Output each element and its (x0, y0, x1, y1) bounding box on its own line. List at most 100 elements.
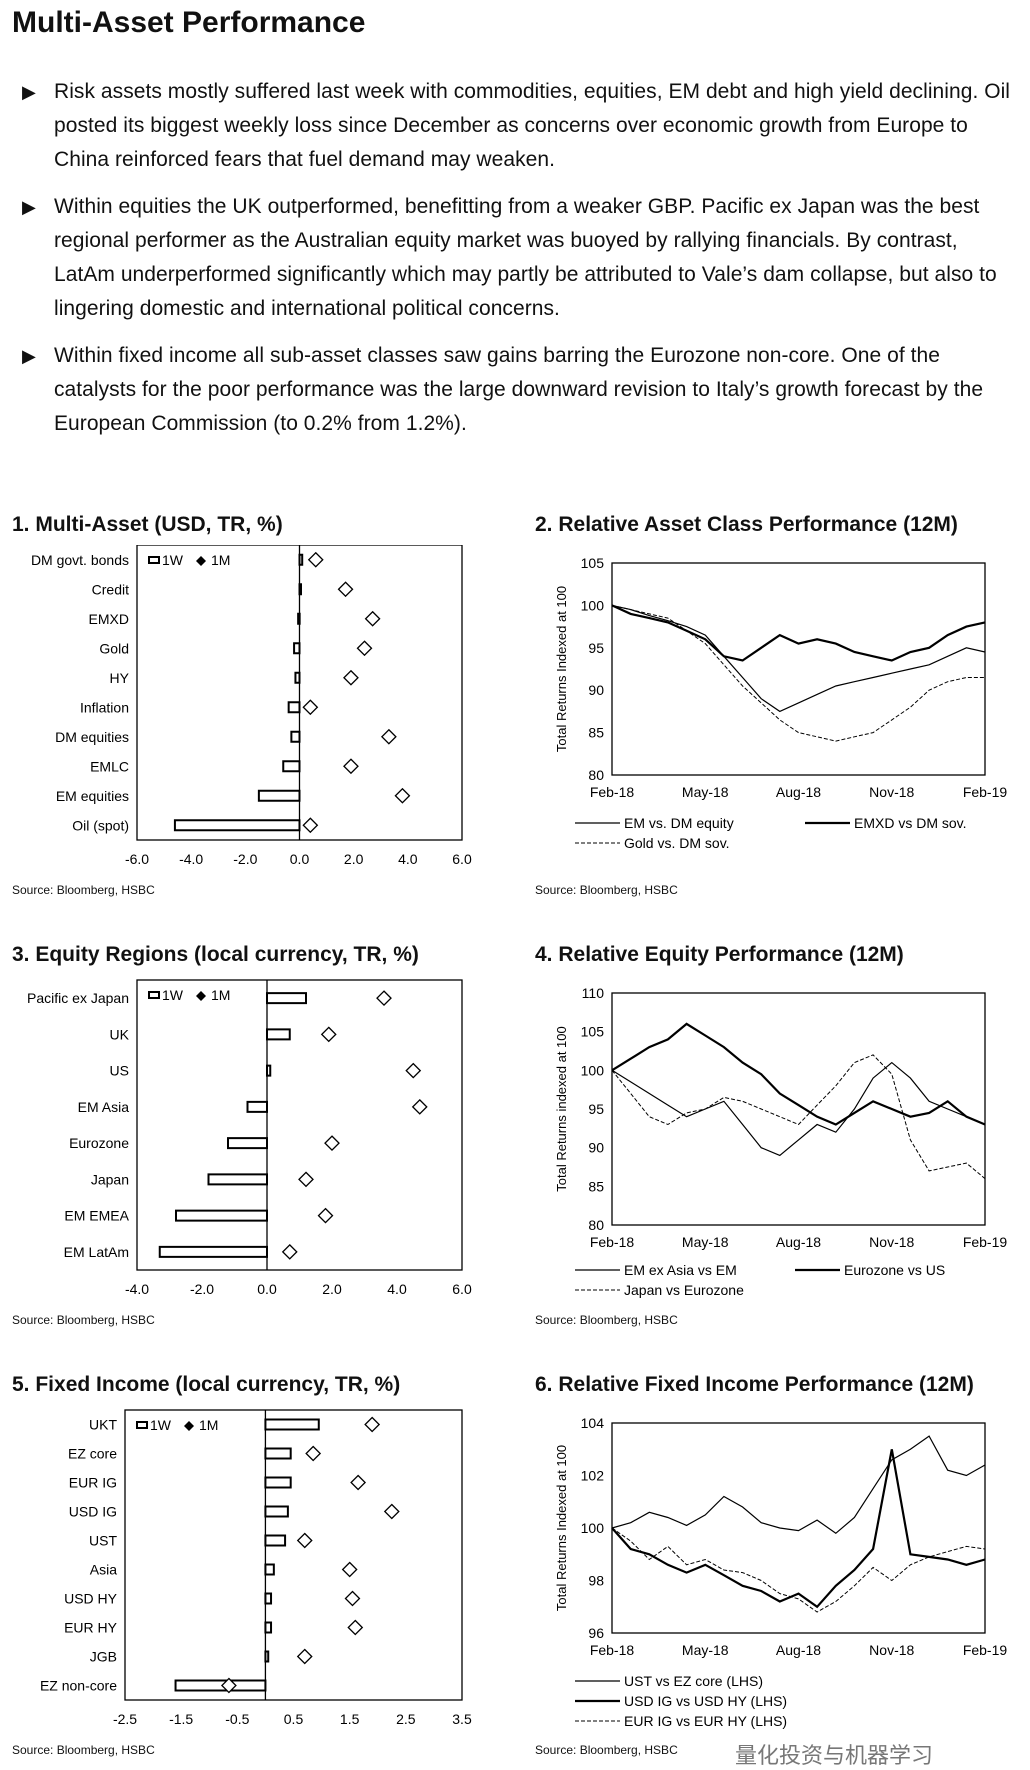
marker-1m (343, 669, 359, 686)
chart-4-title: 4. Relative Equity Performance (12M) (535, 943, 904, 966)
y-tick-label: 95 (588, 1101, 604, 1117)
bar-1w (246, 1100, 268, 1113)
series-line (611, 1054, 986, 1179)
plot-frame (611, 992, 986, 1226)
category-label: DM govt. bonds (31, 552, 129, 568)
chart-5-source: Source: Bloomberg, HSBC (12, 1743, 155, 1757)
bar-1w (290, 730, 301, 743)
legend-label: EMXD vs DM sov. (854, 815, 967, 831)
y-tick-label: 100 (581, 1062, 605, 1078)
marker-1m (296, 1648, 313, 1665)
y-tick-label: 95 (588, 640, 604, 656)
bar-1w (227, 1137, 268, 1150)
bar-1w (264, 1534, 287, 1547)
legend-1w-swatch (148, 556, 160, 564)
chart-2-title: 2. Relative Asset Class Performance (12M… (535, 513, 958, 536)
x-tick-label: Feb-18 (590, 784, 635, 800)
category-label: JGB (90, 1649, 117, 1665)
category-label: Gold (99, 640, 129, 656)
category-label: US (110, 1063, 129, 1079)
triangle-bullet-icon: ▶ (22, 82, 36, 102)
x-tick-label: Aug-18 (776, 1642, 821, 1658)
marker-1m (376, 990, 392, 1007)
x-tick-label: Feb-19 (963, 1234, 1008, 1250)
chart-4-source: Source: Bloomberg, HSBC (535, 1313, 678, 1327)
y-tick-label: 110 (582, 985, 605, 1001)
legend-label: USD IG vs USD HY (LHS) (624, 1693, 787, 1709)
page-title: Multi-Asset Performance (12, 6, 366, 39)
category-label: EZ non-core (40, 1678, 117, 1694)
legend-1m-marker (196, 991, 206, 1001)
x-tick-label: Feb-19 (963, 1642, 1008, 1658)
x-tick-label: 2.0 (322, 1281, 342, 1297)
chart-5-fixed-income: UKT EZ core EUR IG USD IG UST Asia USD HY EUR H… (40, 1409, 472, 1727)
bullet-text: Within fixed income all sub-asset classe… (54, 344, 984, 435)
x-tick-label: -0.5 (225, 1711, 249, 1727)
bar-1w (264, 1621, 273, 1634)
x-tick-label: Nov-18 (869, 1234, 914, 1250)
y-tick-label: 90 (588, 682, 604, 698)
y-axis-label: Total Returns Indexed at 100 (554, 586, 569, 752)
marker-1m (350, 1474, 367, 1491)
chart-6-source: Source: Bloomberg, HSBC (535, 1743, 678, 1757)
category-label: EMLC (90, 758, 129, 774)
bar-1w (173, 819, 301, 832)
y-tick-label: 96 (588, 1625, 604, 1641)
bullet-item: ▶ Within equities the UK outperformed, b… (22, 190, 1012, 326)
marker-1m (220, 1677, 237, 1694)
x-tick-label: -2.0 (233, 851, 257, 867)
marker-1m (405, 1062, 422, 1079)
bar-1w (264, 1476, 292, 1489)
y-tick-label: 80 (588, 767, 604, 783)
legend-label: Eurozone vs US (844, 1262, 945, 1278)
category-label: Japan (91, 1171, 129, 1187)
marker-1m (356, 640, 373, 657)
category-label: DM equities (55, 729, 129, 745)
x-tick-label: May-18 (682, 784, 729, 800)
x-tick-label: -4.0 (125, 1281, 149, 1297)
legend-1w-label: 1W (162, 987, 184, 1003)
y-tick-label: 80 (588, 1217, 604, 1233)
marker-1m (320, 1026, 337, 1043)
y-tick-label: 100 (581, 1520, 605, 1536)
series-line (611, 1449, 986, 1609)
marker-1m (364, 1416, 381, 1433)
category-label: EZ core (68, 1446, 117, 1462)
plot-frame (124, 1409, 463, 1701)
x-tick-label: May-18 (682, 1234, 729, 1250)
marker-1m (317, 1207, 334, 1224)
x-tick-label: May-18 (682, 1642, 729, 1658)
category-label: EM LatAm (64, 1244, 129, 1260)
x-tick-label: Aug-18 (776, 1234, 821, 1250)
marker-1m (341, 1561, 358, 1578)
bar-1w (264, 1592, 273, 1605)
legend-1w-swatch (148, 991, 160, 999)
series-line (611, 604, 985, 742)
plot-frame (611, 562, 986, 776)
legend-1m-label: 1M (211, 552, 230, 568)
bar-1w (175, 1209, 268, 1222)
legend-1m-marker (184, 1421, 194, 1431)
y-tick-label: 98 (588, 1573, 604, 1589)
chart-1-multi-asset: DM govt. bonds Credit EMXD Gold HY Inflation D… (31, 545, 472, 867)
y-tick-label: 104 (581, 1415, 605, 1431)
legend-label: UST vs EZ core (LHS) (624, 1673, 763, 1689)
bar-1w (297, 612, 301, 625)
x-tick-label: 6.0 (452, 1281, 472, 1297)
category-label: Asia (90, 1562, 117, 1578)
x-tick-label: 6.0 (452, 851, 472, 867)
bar-1w (257, 789, 301, 802)
bar-1w (287, 701, 301, 714)
plot-frame (136, 979, 463, 1271)
legend-1w-label: 1W (150, 1417, 172, 1433)
category-label: EUR IG (69, 1475, 117, 1491)
category-label: USD IG (69, 1504, 117, 1520)
marker-1m (337, 581, 354, 598)
category-label: Oil (spot) (72, 817, 129, 833)
x-tick-label: 4.0 (398, 851, 418, 867)
bar-1w (207, 1173, 268, 1186)
y-tick-label: 100 (581, 597, 605, 613)
legend-1w-label: 1W (162, 552, 184, 568)
x-tick-label: -6.0 (125, 851, 149, 867)
marker-1m (298, 1171, 314, 1188)
